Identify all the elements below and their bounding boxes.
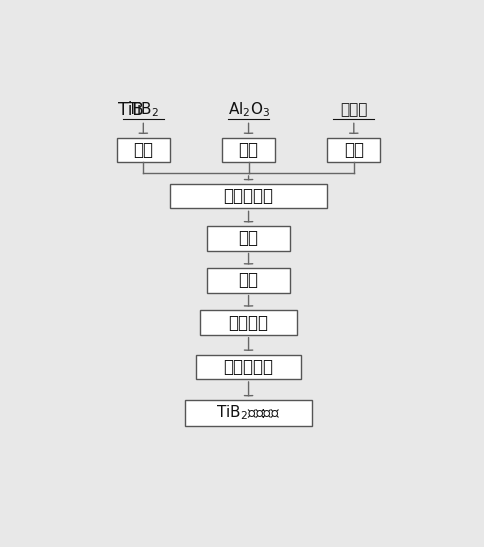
Bar	[196, 354, 301, 379]
Bar	[199, 310, 297, 335]
Text: TiB: TiB	[117, 101, 143, 119]
Text: $\mathrm{Al_2O_3}$: $\mathrm{Al_2O_3}$	[227, 101, 269, 119]
Text: 烘干: 烘干	[343, 141, 363, 159]
Bar	[169, 184, 327, 208]
Bar	[222, 138, 274, 162]
Text: 破碎: 破碎	[238, 229, 258, 247]
Text: 烘干: 烘干	[133, 141, 153, 159]
Text: 球磨: 球磨	[238, 271, 258, 289]
Text: 烘干: 烘干	[238, 141, 258, 159]
Text: 等离子喷涂: 等离子喷涂	[223, 358, 273, 376]
Text: $\mathrm{TiB_2}$: $\mathrm{TiB_2}$	[127, 101, 159, 119]
Text: 石墨粉: 石墨粉	[339, 102, 367, 118]
Text: 高温焙烧炉: 高温焙烧炉	[223, 187, 273, 205]
Text: 气流粉碎: 气流粉碎	[228, 313, 268, 331]
Bar	[184, 400, 312, 426]
Bar	[207, 268, 289, 293]
Text: $\mathrm{TiB_2}$阴极涂层: $\mathrm{TiB_2}$阴极涂层	[216, 404, 280, 422]
Bar	[207, 226, 289, 251]
Bar	[327, 138, 379, 162]
Bar	[117, 138, 169, 162]
